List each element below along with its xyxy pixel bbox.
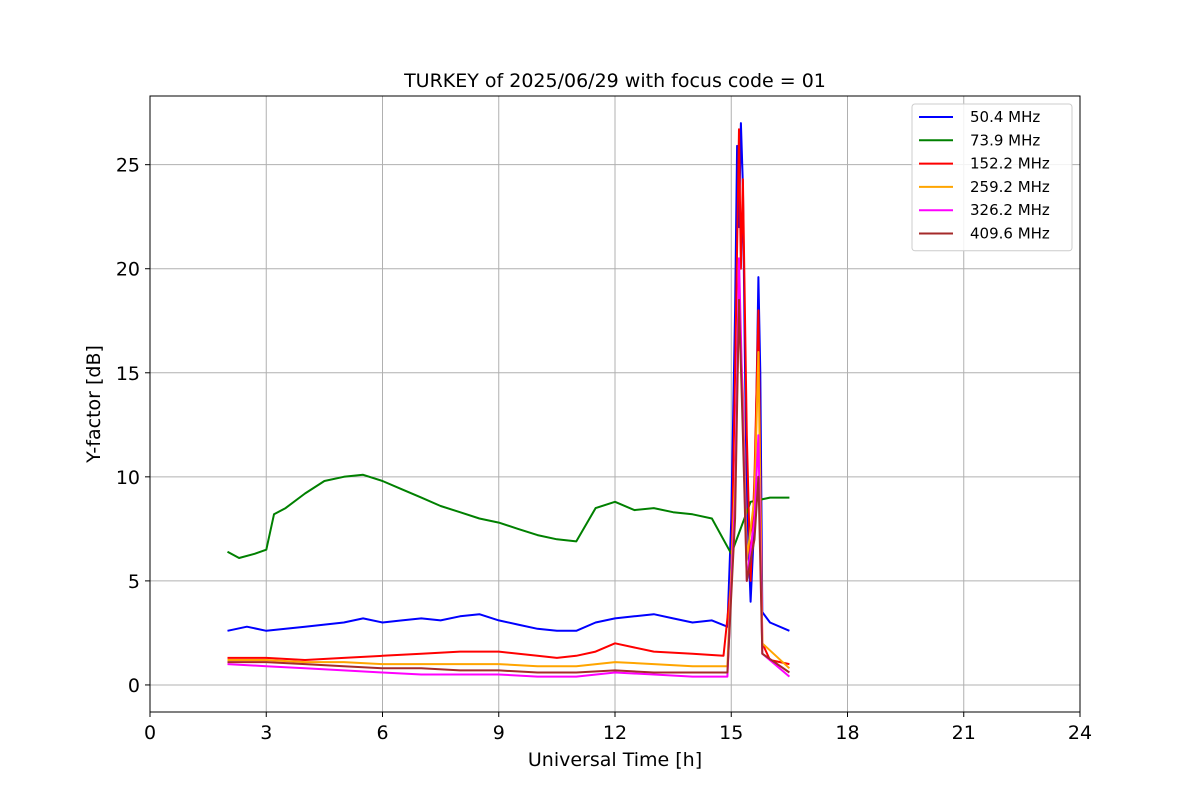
y-tick-label: 15	[116, 363, 140, 385]
series-line-4	[227, 257, 791, 678]
y-axis-label: Y-factor [dB]	[83, 345, 105, 464]
series-line-5	[227, 298, 790, 674]
legend-label: 73.9 MHz	[970, 131, 1040, 149]
x-axis-label: Universal Time [h]	[528, 749, 702, 771]
x-ticks: 0 3 6 9 12 15 18 21 24	[144, 712, 1092, 744]
x-tick-label: 21	[952, 722, 976, 744]
x-tick-label: 9	[493, 722, 505, 744]
y-tick-label: 20	[116, 259, 140, 281]
chart-title: TURKEY of 2025/06/29 with focus code = 0…	[403, 70, 826, 92]
x-tick-label: 24	[1068, 722, 1092, 744]
legend: 50.4 MHz 73.9 MHz 152.2 MHz 259.2 MHz 326.2…	[911, 103, 1073, 252]
legend-label: 50.4 MHz	[970, 108, 1040, 126]
x-tick-label: 3	[260, 722, 272, 744]
series-line-3	[227, 309, 791, 670]
series-group	[227, 122, 791, 678]
series-line-0	[227, 122, 790, 632]
y-tick-label: 5	[128, 571, 140, 593]
x-tick-label: 12	[603, 722, 627, 744]
legend-label: 259.2 MHz	[970, 178, 1050, 196]
x-tick-label: 18	[835, 722, 859, 744]
series-line-1	[227, 473, 790, 559]
legend-label: 152.2 MHz	[970, 155, 1050, 173]
x-tick-label: 6	[376, 722, 388, 744]
legend-label: 409.6 MHz	[970, 225, 1050, 243]
y-tick-label: 25	[116, 155, 140, 177]
y-tick-label: 0	[128, 675, 140, 697]
y-tick-label: 10	[116, 467, 140, 489]
x-tick-label: 15	[719, 722, 743, 744]
y-ticks: 0 5 10 15 20 25	[116, 155, 150, 697]
x-tick-label: 0	[144, 722, 156, 744]
legend-label: 326.2 MHz	[970, 201, 1050, 219]
